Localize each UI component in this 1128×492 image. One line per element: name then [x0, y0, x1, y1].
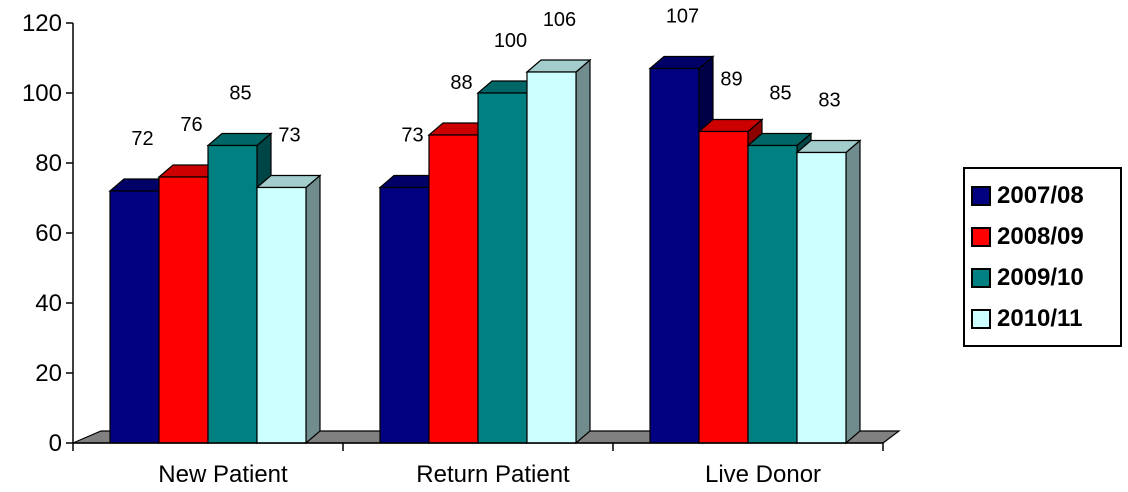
- y-tick-label: 100: [22, 80, 62, 107]
- bar-side-face: [575, 58, 591, 445]
- bar-front-face: [428, 134, 479, 444]
- data-label: 107: [666, 6, 699, 28]
- legend-item-2009-10: 2009/10: [971, 257, 1120, 298]
- data-label: 89: [720, 69, 742, 91]
- bar-side-face: [845, 139, 861, 445]
- x-category-label: New Patient: [158, 461, 288, 488]
- bar: [648, 55, 715, 445]
- bar-front-face: [379, 186, 430, 444]
- bar-front-face: [158, 176, 209, 444]
- legend-label: 2009/10: [997, 263, 1084, 291]
- bar-front-face: [109, 190, 160, 444]
- data-label: 85: [229, 83, 251, 105]
- data-label: 76: [180, 114, 202, 136]
- y-tick-label: 120: [22, 10, 62, 37]
- data-label: 72: [131, 128, 153, 150]
- legend: 2007/08 2008/09 2009/10 2010/11: [963, 167, 1122, 347]
- bar-front-face: [256, 186, 307, 444]
- data-labels: 72 76 85 73 73 88 100 106 107 89 85 83: [131, 6, 840, 151]
- legend-label: 2007/08: [997, 181, 1084, 209]
- bar-front-face: [747, 144, 798, 444]
- legend-label: 2008/09: [997, 222, 1084, 250]
- legend-item-2008-09: 2008/09: [971, 216, 1120, 257]
- y-tick-label: 0: [49, 430, 62, 457]
- bar-side-face: [305, 174, 321, 445]
- data-label: 73: [278, 125, 300, 147]
- y-tick-label: 80: [35, 150, 62, 177]
- legend-item-2007-08: 2007/08: [971, 175, 1120, 216]
- data-label: 85: [769, 83, 791, 105]
- data-label: 106: [543, 9, 576, 31]
- data-label: 100: [494, 30, 527, 52]
- bar: [525, 58, 592, 445]
- legend-swatch: [971, 185, 991, 206]
- bar: [255, 174, 322, 445]
- x-category-label: Return Patient: [416, 461, 570, 488]
- bar-front-face: [796, 151, 847, 444]
- legend-label: 2010/11: [997, 304, 1083, 332]
- bar-front-face: [649, 67, 700, 444]
- data-label: 83: [818, 90, 840, 112]
- data-label: 88: [450, 72, 472, 94]
- y-tick-label: 60: [35, 220, 62, 247]
- legend-item-2010-11: 2010/11: [971, 298, 1120, 339]
- axes: 0 20 40 60 80 100 120 New Patient Return Patient…: [22, 10, 884, 488]
- legend-swatch: [971, 267, 991, 288]
- data-label: 73: [401, 125, 423, 147]
- y-tick-label: 40: [35, 290, 62, 317]
- legend-swatch: [971, 226, 991, 247]
- bars: [108, 55, 862, 445]
- bar-front-face: [698, 130, 749, 444]
- bar-front-face: [477, 92, 528, 444]
- legend-swatch: [971, 308, 991, 329]
- bar: [795, 139, 862, 445]
- y-tick-label: 20: [35, 360, 62, 387]
- x-category-label: Live Donor: [705, 461, 821, 488]
- bar-front-face: [526, 71, 577, 444]
- bar-front-face: [207, 144, 258, 444]
